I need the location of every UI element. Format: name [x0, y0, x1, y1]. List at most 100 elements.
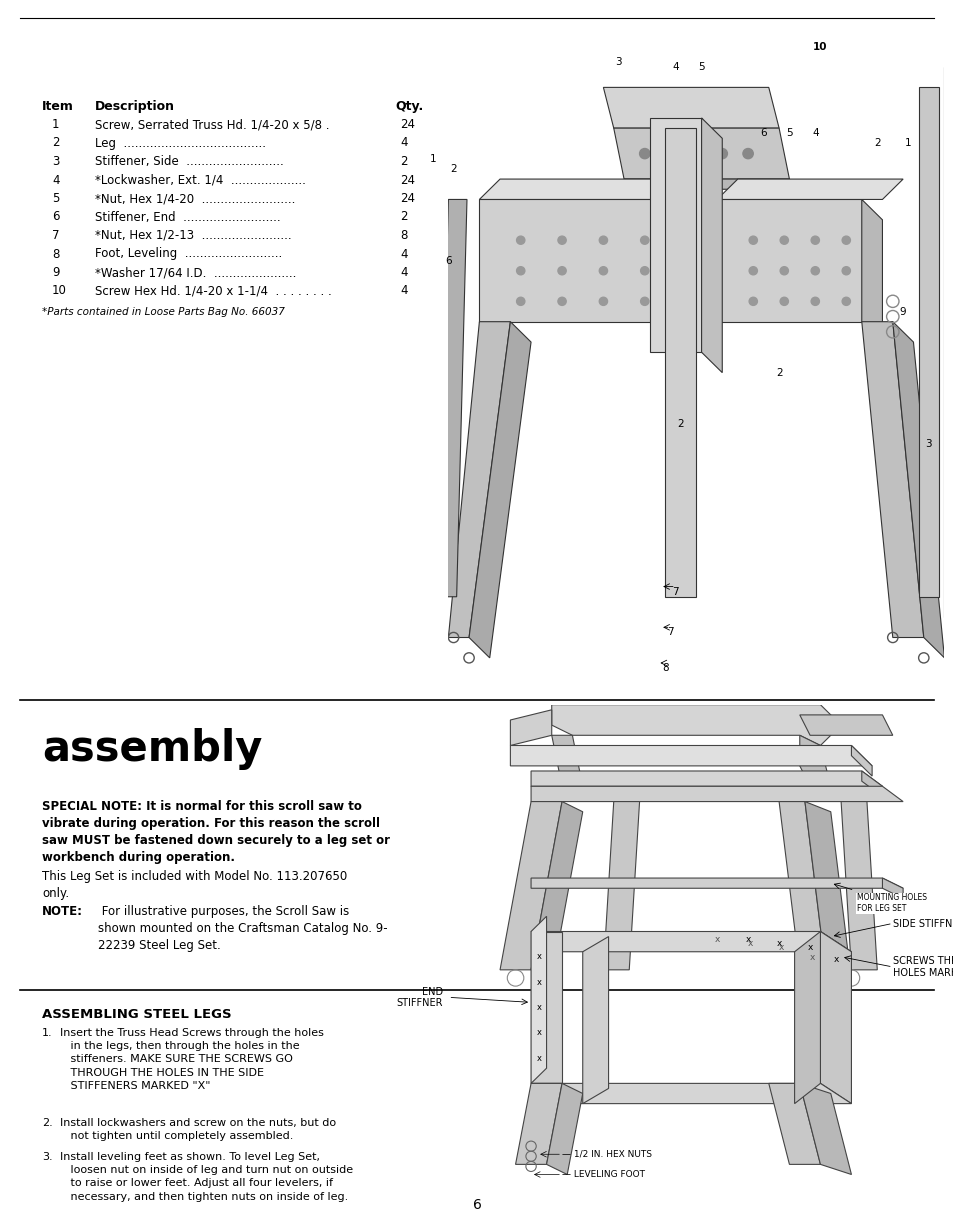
Text: 3.: 3.: [42, 1152, 52, 1162]
Text: NOTE:: NOTE:: [42, 905, 83, 919]
Circle shape: [780, 266, 787, 275]
Polygon shape: [531, 786, 902, 802]
Circle shape: [598, 298, 607, 305]
Text: 4: 4: [811, 129, 818, 139]
Circle shape: [639, 298, 648, 305]
Polygon shape: [665, 199, 685, 343]
Text: 24: 24: [399, 174, 415, 186]
Polygon shape: [613, 128, 789, 179]
Polygon shape: [649, 118, 700, 352]
Polygon shape: [531, 878, 902, 888]
Circle shape: [516, 236, 524, 244]
Circle shape: [598, 236, 607, 244]
Text: MOUNTING HOLES
FOR LEG SET: MOUNTING HOLES FOR LEG SET: [856, 893, 925, 912]
Text: 4: 4: [52, 174, 59, 186]
Text: 4: 4: [672, 62, 679, 72]
Polygon shape: [531, 932, 850, 951]
Text: 2: 2: [399, 210, 407, 224]
Polygon shape: [799, 714, 892, 735]
Text: *Washer 17/64 I.D.  ......................: *Washer 17/64 I.D. .....................…: [95, 266, 296, 279]
Circle shape: [691, 148, 700, 159]
Text: 2: 2: [399, 156, 407, 168]
Circle shape: [639, 236, 648, 244]
Text: 5: 5: [785, 129, 792, 139]
Text: 7: 7: [672, 587, 679, 597]
Text: SCREWS THROUGH
HOLES MARKED "X": SCREWS THROUGH HOLES MARKED "X": [892, 956, 953, 978]
Polygon shape: [510, 746, 871, 765]
Polygon shape: [515, 1084, 561, 1164]
Text: x: x: [809, 954, 814, 962]
Text: x: x: [714, 936, 719, 944]
Text: 8: 8: [399, 228, 407, 242]
Polygon shape: [794, 932, 820, 1103]
Circle shape: [639, 148, 649, 159]
Text: *Nut, Hex 1/4-20  .........................: *Nut, Hex 1/4-20 .......................…: [95, 192, 295, 205]
Text: 7: 7: [52, 228, 59, 242]
Text: END
STIFFNER: END STIFFNER: [396, 987, 443, 1008]
Polygon shape: [717, 179, 902, 199]
Text: 6: 6: [472, 1198, 481, 1213]
Polygon shape: [478, 179, 685, 199]
Circle shape: [516, 298, 524, 305]
Polygon shape: [499, 802, 561, 970]
Text: x: x: [744, 936, 750, 944]
Circle shape: [841, 298, 849, 305]
Circle shape: [598, 266, 607, 275]
Polygon shape: [602, 87, 779, 128]
Polygon shape: [882, 878, 902, 898]
Text: 2: 2: [450, 164, 456, 174]
Text: Description: Description: [95, 100, 174, 113]
Text: 10: 10: [52, 284, 67, 298]
Text: x: x: [537, 1002, 541, 1012]
Text: 5: 5: [698, 62, 704, 72]
Text: ASSEMBLING STEEL LEGS: ASSEMBLING STEEL LEGS: [42, 1008, 232, 1021]
Text: 2: 2: [775, 368, 781, 378]
Circle shape: [748, 236, 757, 244]
Polygon shape: [531, 916, 546, 1084]
Text: x: x: [776, 939, 781, 948]
Text: assembly: assembly: [42, 728, 262, 770]
Text: SPECIAL NOTE: It is normal for this scroll saw to
vibrate during operation. For : SPECIAL NOTE: It is normal for this scro…: [42, 799, 390, 864]
Text: 24: 24: [399, 118, 415, 131]
Polygon shape: [841, 802, 877, 970]
Text: Foot, Leveling  ..........................: Foot, Leveling .........................…: [95, 248, 282, 260]
Circle shape: [742, 148, 753, 159]
Text: x: x: [537, 1028, 541, 1038]
Text: Stiffener, Side  ..........................: Stiffener, Side ........................…: [95, 156, 283, 168]
Polygon shape: [546, 1084, 582, 1175]
Text: 3: 3: [924, 439, 931, 448]
Text: 1: 1: [429, 154, 436, 164]
Text: x: x: [537, 978, 541, 987]
Text: SIDE STIFFNER: SIDE STIFFNER: [892, 920, 953, 929]
Polygon shape: [531, 932, 561, 1084]
Text: *Parts contained in Loose Parts Bag No. 66037: *Parts contained in Loose Parts Bag No. …: [42, 307, 285, 317]
Text: 4: 4: [399, 284, 407, 298]
Polygon shape: [799, 735, 830, 786]
Polygon shape: [861, 322, 923, 638]
Text: x: x: [806, 943, 812, 953]
Text: Leg  ......................................: Leg ....................................…: [95, 136, 266, 149]
Text: Item: Item: [42, 100, 73, 113]
Text: 7: 7: [666, 627, 673, 638]
Text: — LEVELING FOOT: — LEVELING FOOT: [561, 1170, 644, 1179]
Polygon shape: [700, 118, 721, 373]
Text: 2: 2: [52, 136, 59, 149]
Text: 1.: 1.: [42, 1028, 52, 1038]
Circle shape: [810, 236, 819, 244]
Polygon shape: [478, 199, 665, 322]
Text: Stiffener, End  ..........................: Stiffener, End .........................…: [95, 210, 280, 224]
Text: 4: 4: [399, 136, 407, 149]
Text: *Lockwasher, Ext. 1/4  ....................: *Lockwasher, Ext. 1/4 ..................…: [95, 174, 306, 186]
Polygon shape: [448, 322, 510, 638]
Text: — 1/2 IN. HEX NUTS: — 1/2 IN. HEX NUTS: [561, 1149, 652, 1159]
Text: Screw Hex Hd. 1/4-20 x 1-1/4  . . . . . . . .: Screw Hex Hd. 1/4-20 x 1-1/4 . . . . . .…: [95, 284, 332, 298]
Text: Qty.: Qty.: [395, 100, 423, 113]
Polygon shape: [551, 735, 582, 786]
Polygon shape: [943, 67, 953, 617]
Polygon shape: [531, 802, 582, 981]
Polygon shape: [768, 1084, 820, 1164]
Circle shape: [558, 298, 566, 305]
Text: x: x: [537, 953, 541, 961]
Text: 4: 4: [399, 248, 407, 260]
Text: This Leg Set is included with Model No. 113.207650
only.: This Leg Set is included with Model No. …: [42, 870, 347, 900]
